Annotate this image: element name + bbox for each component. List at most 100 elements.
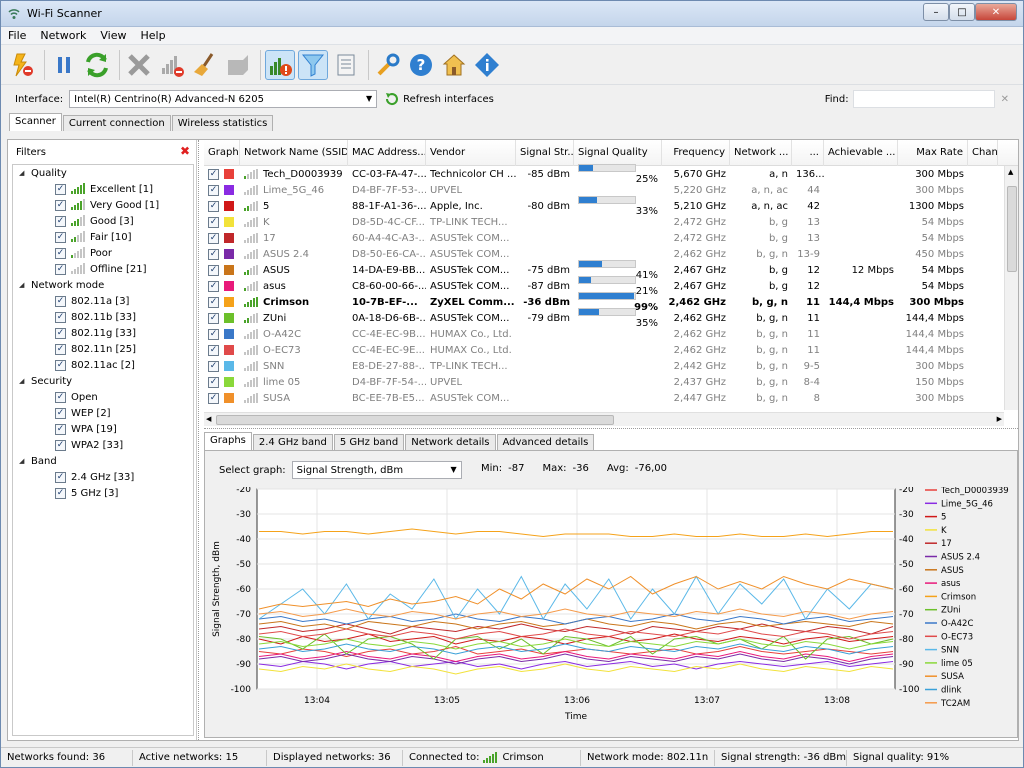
checkbox[interactable]: ✓ xyxy=(55,343,66,355)
checkbox[interactable]: ✓ xyxy=(55,215,66,227)
checkbox[interactable]: ✓ xyxy=(55,231,66,243)
menu-view[interactable]: View xyxy=(100,29,127,42)
menu-file[interactable]: File xyxy=(8,29,27,42)
column-header[interactable]: Signal Str... xyxy=(516,139,574,166)
graph-checkbox[interactable]: ✓ xyxy=(208,264,219,276)
network-row[interactable]: ✓ 17 60-A4-4C-A3-... ASUSTek COM... 2,472 GH… xyxy=(204,230,1018,246)
filter-item[interactable]: ✓ 802.11b [33] xyxy=(13,309,193,325)
filter-item[interactable]: ✓ 5 GHz [3] xyxy=(13,485,193,501)
filter-item[interactable]: ✓ 2.4 GHz [33] xyxy=(13,469,193,485)
settings-button[interactable] xyxy=(373,50,403,80)
filter-item[interactable]: ✓ 802.11n [25] xyxy=(13,341,193,357)
column-header[interactable]: Graph xyxy=(204,139,240,166)
tab-scanner[interactable]: Scanner xyxy=(9,113,62,131)
filter-item[interactable]: ✓ Open xyxy=(13,389,193,405)
scroll-left-icon[interactable]: ◀ xyxy=(206,415,212,423)
scroll-thumb-horizontal[interactable] xyxy=(216,415,614,425)
refresh-button[interactable] xyxy=(82,50,112,80)
filter-item[interactable]: ✓ Poor xyxy=(13,245,193,261)
checkbox[interactable]: ✓ xyxy=(55,263,66,275)
help-button[interactable]: ? xyxy=(406,50,436,80)
network-row[interactable]: ✓ SNN E8-DE-27-88-... TP-LINK TECH... 2,442 … xyxy=(204,358,1018,374)
network-row[interactable]: ✓ Crimson 10-7B-EF-... ZyXEL Comm... -36 dBm… xyxy=(204,292,1018,313)
filter-item[interactable]: ✓ 802.11a [3] xyxy=(13,293,193,309)
menu-help[interactable]: Help xyxy=(140,29,166,42)
column-header[interactable]: Network ... xyxy=(730,139,792,166)
checkbox[interactable]: ✓ xyxy=(55,471,66,483)
graph-checkbox[interactable]: ✓ xyxy=(208,200,219,212)
filter-group[interactable]: ◢ Band xyxy=(13,453,193,469)
checkbox[interactable]: ✓ xyxy=(55,199,66,211)
graph-checkbox[interactable]: ✓ xyxy=(208,392,219,404)
clean-button[interactable] xyxy=(190,50,220,80)
column-header[interactable]: Max Rate xyxy=(898,139,968,166)
notes-button[interactable] xyxy=(331,50,361,80)
graph-checkbox[interactable]: ✓ xyxy=(208,312,219,324)
minimize-button[interactable]: – xyxy=(923,3,949,21)
column-header[interactable]: Frequency xyxy=(662,139,730,166)
delete-button[interactable] xyxy=(124,50,154,80)
column-header[interactable]: Network Name (SSID) xyxy=(240,139,348,166)
graph-checkbox[interactable]: ✓ xyxy=(208,248,219,260)
graph-checkbox[interactable]: ✓ xyxy=(208,328,219,340)
filter-item[interactable]: ✓ Fair [10] xyxy=(13,229,193,245)
refresh-interfaces-button[interactable]: Refresh interfaces xyxy=(385,92,494,106)
network-row[interactable]: ✓ lime 05 D4-BF-7F-54-... UPVEL 2,437 GHz b, … xyxy=(204,374,1018,390)
tab-24ghz-band[interactable]: 2.4 GHz band xyxy=(252,434,333,450)
graph-checkbox[interactable]: ✓ xyxy=(208,184,219,196)
checkbox[interactable]: ✓ xyxy=(55,247,66,259)
graph-checkbox[interactable]: ✓ xyxy=(208,280,219,292)
graph-checkbox[interactable]: ✓ xyxy=(208,376,219,388)
graph-checkbox[interactable]: ✓ xyxy=(208,232,219,244)
pause-button[interactable] xyxy=(49,50,79,80)
checkbox[interactable]: ✓ xyxy=(55,311,66,323)
tab-network-details[interactable]: Network details xyxy=(405,434,496,450)
column-header[interactable]: Vendor xyxy=(426,139,516,166)
alert-signal-button[interactable] xyxy=(265,49,295,80)
stop-scan-button[interactable] xyxy=(7,50,37,80)
collapse-triangle-icon[interactable]: ◢ xyxy=(19,377,25,385)
filter-item[interactable]: ✓ WPA2 [33] xyxy=(13,437,193,453)
filter-group[interactable]: ◢ Quality xyxy=(13,165,193,181)
network-row[interactable]: ✓ O-A42C CC-4E-EC-9B... HUMAX Co., Ltd. 2,46… xyxy=(204,326,1018,342)
network-row[interactable]: ✓ K D8-5D-4C-CF... TP-LINK TECH... 2,472 GHz… xyxy=(204,214,1018,230)
network-row[interactable]: ✓ ASUS 2.4 D8-50-E6-CA-... ASUSTek COM... 2,… xyxy=(204,246,1018,262)
collapse-triangle-icon[interactable]: ◢ xyxy=(19,281,25,289)
checkbox[interactable]: ✓ xyxy=(55,359,66,371)
scroll-up-icon[interactable]: ▲ xyxy=(1008,168,1014,176)
graph-checkbox[interactable]: ✓ xyxy=(208,216,219,228)
checkbox[interactable]: ✓ xyxy=(55,391,66,403)
filter-item[interactable]: ✓ WPA [19] xyxy=(13,421,193,437)
filter-item[interactable]: ✓ Very Good [1] xyxy=(13,197,193,213)
checkbox[interactable]: ✓ xyxy=(55,423,66,435)
clear-filters-icon[interactable]: ✖ xyxy=(179,144,190,158)
network-row[interactable]: ✓ O-EC73 CC-4E-EC-9E... HUMAX Co., Ltd. 2,46… xyxy=(204,342,1018,358)
network-row[interactable]: ✓ asus C8-60-00-66-... ASUSTek COM... -87 dB… xyxy=(204,276,1018,297)
network-row[interactable]: ✓ Lime_5G_46 D4-BF-7F-53-... UPVEL 5,220 GHz… xyxy=(204,182,1018,198)
network-row[interactable]: ✓ ASUS 14-DA-E9-BB... ASUSTek COM... -75 dBm… xyxy=(204,260,1018,281)
tab-wireless-statistics[interactable]: Wireless statistics xyxy=(171,115,274,131)
remove-signal-button[interactable] xyxy=(157,50,187,80)
horizontal-splitter[interactable] xyxy=(204,428,1018,431)
maximize-button[interactable]: □ xyxy=(949,3,975,21)
filter-item[interactable]: ✓ 802.11g [33] xyxy=(13,325,193,341)
filter-item[interactable]: ✓ WEP [2] xyxy=(13,405,193,421)
column-header[interactable]: Chann xyxy=(968,139,998,166)
checkbox[interactable]: ✓ xyxy=(55,407,66,419)
grid-horizontal-scrollbar[interactable]: ◀ ▶ xyxy=(204,412,1004,426)
tab-graphs[interactable]: Graphs xyxy=(204,432,252,450)
filter-item[interactable]: ✓ 802.11ac [2] xyxy=(13,357,193,373)
collapse-triangle-icon[interactable]: ◢ xyxy=(19,457,25,465)
checkbox[interactable]: ✓ xyxy=(55,327,66,339)
home-button[interactable] xyxy=(439,50,469,80)
tab-5ghz-band[interactable]: 5 GHz band xyxy=(333,434,405,450)
filter-button[interactable] xyxy=(298,49,328,80)
column-header[interactable]: MAC Address... xyxy=(348,139,426,166)
network-row[interactable]: ✓ 5 88-1F-A1-36-... Apple, Inc. -80 dBm 33% 5… xyxy=(204,196,1018,217)
column-header[interactable]: Signal Quality xyxy=(574,139,662,166)
graph-checkbox[interactable]: ✓ xyxy=(208,296,219,308)
filter-item[interactable]: ✓ Good [3] xyxy=(13,213,193,229)
close-button[interactable]: ✕ xyxy=(975,3,1017,21)
network-row[interactable]: ✓ SUSA BC-EE-7B-E5... ASUSTek COM... 2,447 G… xyxy=(204,390,1018,406)
graph-checkbox[interactable]: ✓ xyxy=(208,344,219,356)
